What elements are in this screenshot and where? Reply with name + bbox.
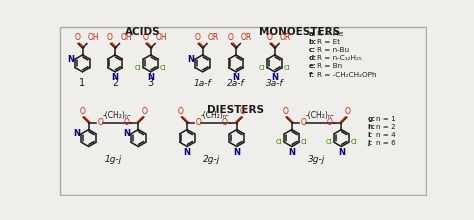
Text: 3: 3 (147, 78, 154, 88)
Text: O: O (228, 33, 234, 42)
Text: j:: j: (368, 140, 373, 146)
Text: 1a-f: 1a-f (194, 79, 211, 88)
Text: -(CH₂)ₙ-: -(CH₂)ₙ- (201, 111, 230, 120)
Text: O: O (300, 118, 306, 127)
Text: h:: h: (368, 124, 376, 130)
Text: N: N (183, 148, 191, 157)
Text: g:: g: (368, 116, 376, 122)
Text: 2a-f: 2a-f (227, 79, 245, 88)
Text: Cl: Cl (301, 139, 308, 145)
Text: R = Me: R = Me (317, 31, 344, 37)
Text: N: N (111, 73, 118, 82)
Text: N: N (271, 73, 278, 82)
Text: Cl: Cl (326, 139, 332, 145)
Text: MONOESTERS: MONOESTERS (259, 27, 340, 37)
Text: R = n-C₁₂H₂₅: R = n-C₁₂H₂₅ (317, 55, 362, 61)
Text: Cl: Cl (259, 65, 266, 71)
Text: N: N (73, 129, 81, 138)
Text: -(CH₂)ₙ-: -(CH₂)ₙ- (306, 111, 334, 120)
Text: d:: d: (309, 55, 317, 61)
Text: N: N (232, 73, 239, 82)
Text: n = 6: n = 6 (376, 140, 396, 146)
Text: 2g-j: 2g-j (203, 155, 220, 164)
Text: Cl: Cl (276, 139, 283, 145)
Text: c:: c: (309, 47, 316, 53)
Text: O: O (196, 118, 201, 127)
Text: OR: OR (241, 33, 252, 42)
Text: OH: OH (156, 33, 167, 42)
Text: N: N (338, 148, 345, 157)
Text: ACIDS: ACIDS (125, 27, 161, 37)
Text: O: O (74, 33, 80, 42)
Text: O: O (194, 33, 201, 42)
Text: n = 2: n = 2 (376, 124, 396, 130)
Text: O: O (221, 118, 228, 127)
Text: N: N (123, 129, 130, 138)
Text: 1g-j: 1g-j (105, 155, 122, 164)
Text: Cl: Cl (350, 139, 357, 145)
Text: R = n-Bu: R = n-Bu (317, 47, 349, 53)
Text: O: O (80, 107, 85, 116)
Text: i:: i: (368, 132, 373, 138)
Text: n = 4: n = 4 (376, 132, 396, 138)
Text: O: O (143, 33, 148, 42)
Text: OR: OR (208, 33, 219, 42)
Text: O: O (97, 118, 103, 127)
Text: a:: a: (309, 31, 317, 37)
Text: N: N (188, 55, 194, 64)
Text: -(CH₂)ₙ-: -(CH₂)ₙ- (103, 111, 131, 120)
Text: 3a-f: 3a-f (266, 79, 283, 88)
Text: O: O (123, 118, 129, 127)
Text: N: N (233, 148, 240, 157)
Text: OH: OH (120, 33, 132, 42)
Text: O: O (345, 107, 350, 116)
Text: e:: e: (309, 63, 317, 70)
FancyBboxPatch shape (60, 27, 426, 195)
Text: 1: 1 (80, 78, 86, 88)
Text: N: N (147, 73, 154, 82)
Text: 2: 2 (112, 78, 118, 88)
Text: O: O (178, 107, 184, 116)
Text: O: O (107, 33, 113, 42)
Text: n = 1: n = 1 (376, 116, 396, 122)
Text: N: N (288, 148, 295, 157)
Text: Cl: Cl (160, 65, 166, 71)
Text: Cl: Cl (283, 65, 291, 71)
Text: R = Bn: R = Bn (317, 63, 342, 70)
Text: b:: b: (309, 39, 317, 45)
Text: Cl: Cl (135, 65, 142, 71)
Text: O: O (326, 118, 332, 127)
Text: O: O (283, 107, 289, 116)
Text: R = Et: R = Et (317, 39, 340, 45)
Text: O: O (240, 107, 246, 116)
Text: O: O (266, 33, 273, 42)
Text: f:: f: (309, 72, 315, 77)
Text: O: O (142, 107, 147, 116)
Text: DIESTERS: DIESTERS (208, 104, 264, 115)
Text: N: N (67, 55, 74, 64)
Text: OR: OR (280, 33, 291, 42)
Text: R = -CH₂CH₂OPh: R = -CH₂CH₂OPh (317, 72, 377, 77)
Text: OH: OH (88, 33, 99, 42)
Text: 3g-j: 3g-j (308, 155, 325, 164)
